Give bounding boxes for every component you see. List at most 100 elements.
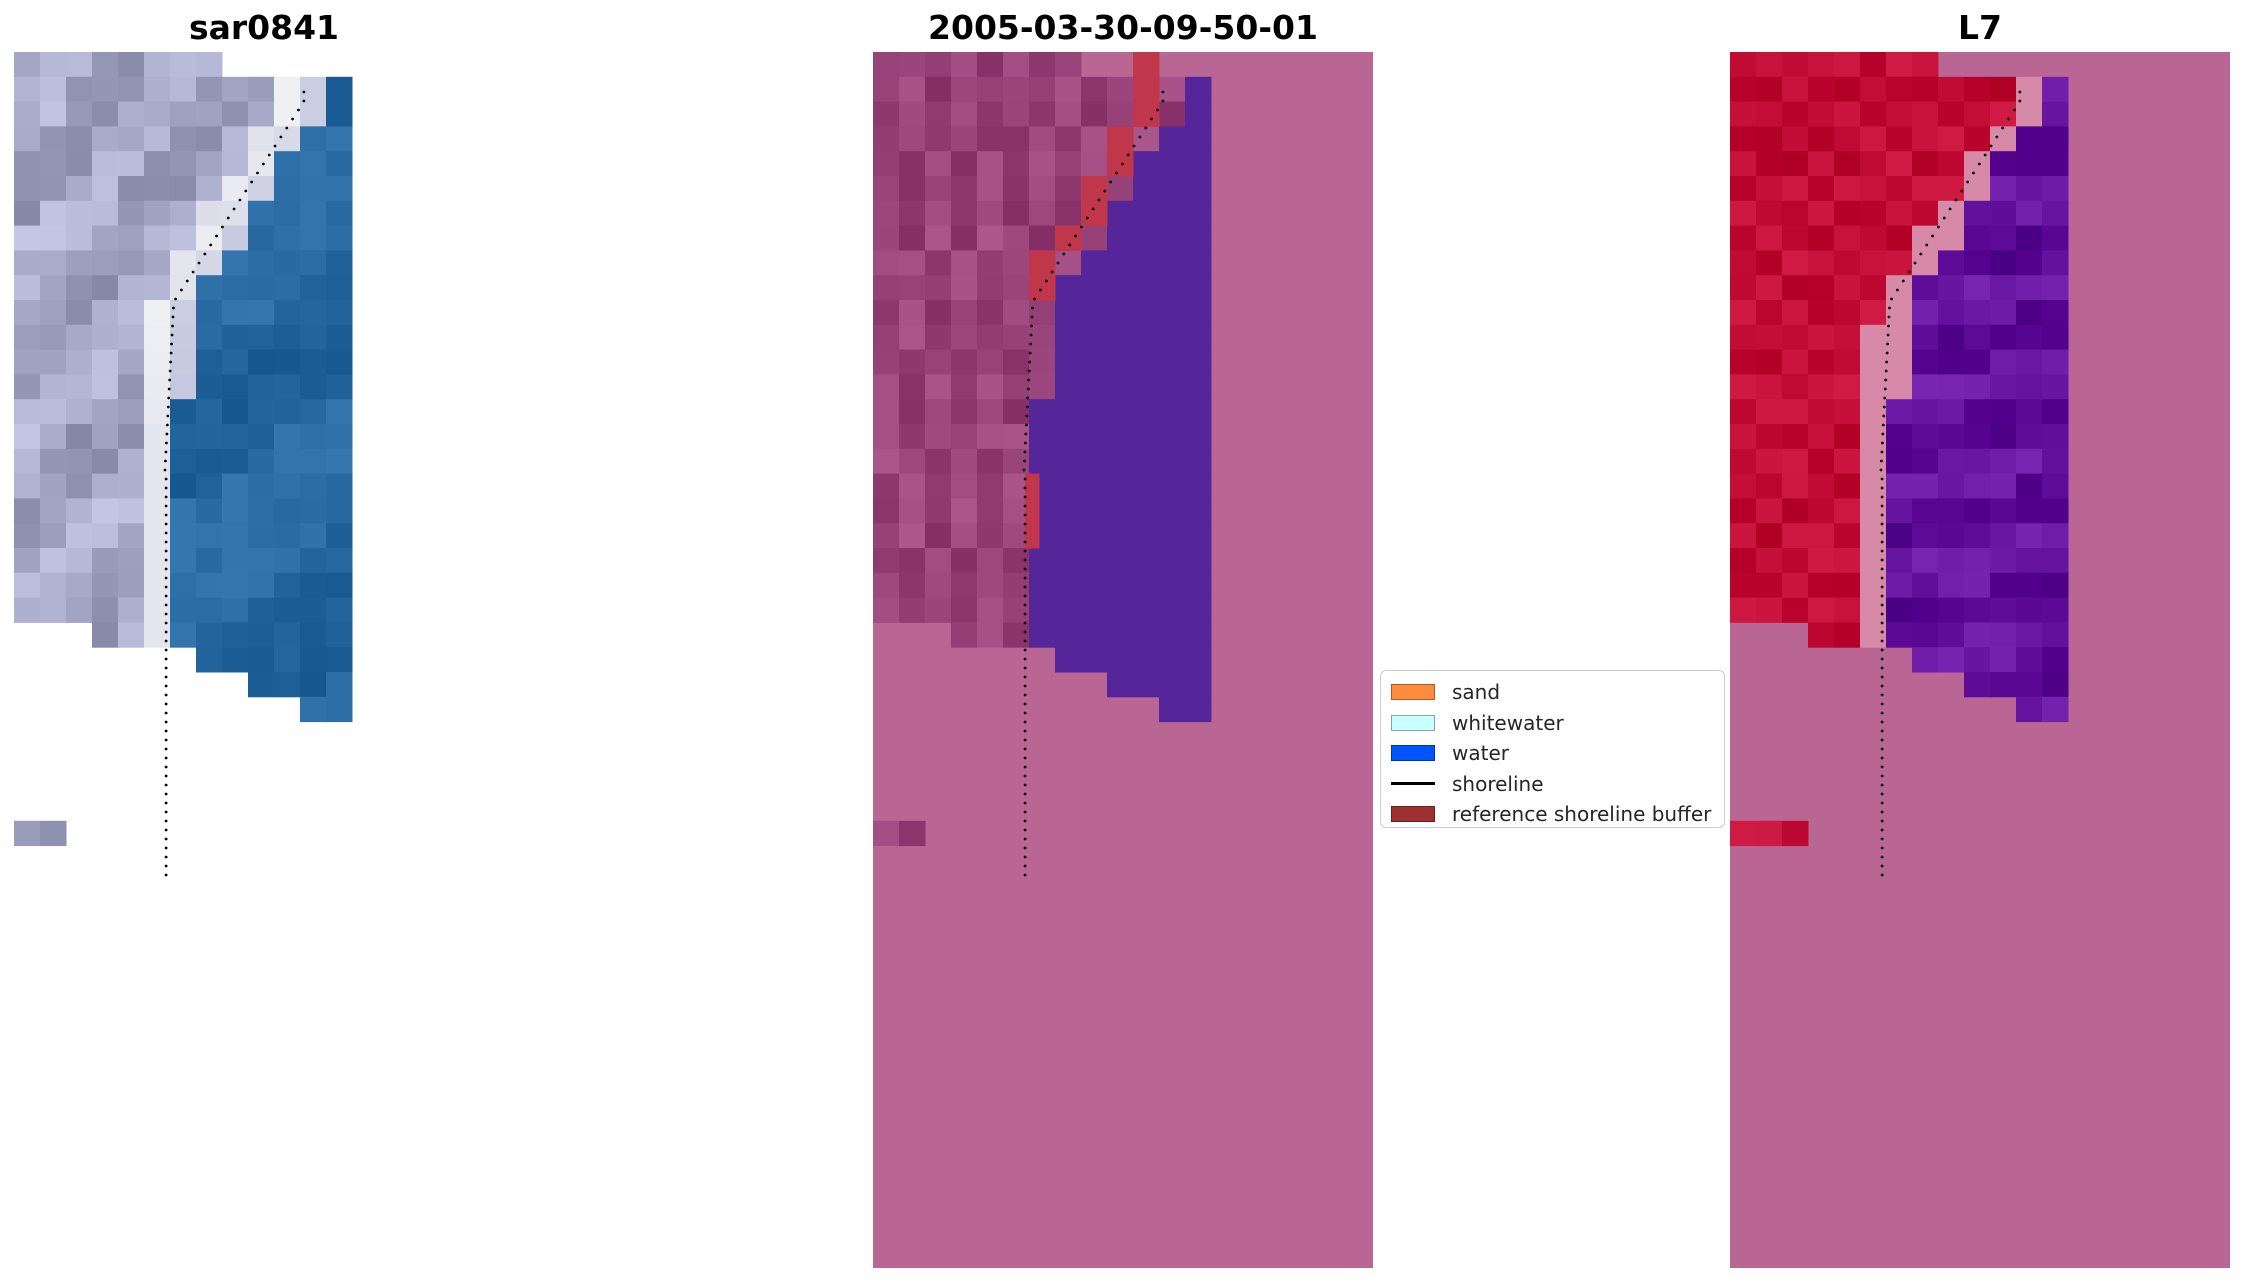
mndwi-pixel: [1860, 572, 1887, 599]
shoreline-point: [1880, 675, 1884, 679]
mndwi-pixel: [1782, 498, 1809, 524]
shoreline-point: [171, 324, 174, 328]
classified-pixel: [1133, 548, 1160, 574]
shoreline-point: [191, 270, 195, 274]
classified-pixel: [1055, 572, 1082, 599]
shoreline-point: [1887, 315, 1891, 319]
classified-pixel: [873, 448, 900, 475]
classified-pixel: [1107, 647, 1134, 673]
rgb-pixel: [14, 349, 41, 375]
shoreline-point: [1883, 396, 1887, 400]
mndwi-pixel: [1964, 548, 1991, 574]
rgb-pixel: [274, 672, 301, 698]
shoreline-point: [2013, 108, 2016, 112]
rgb-pixel: [14, 52, 41, 78]
rgb-pixel: [300, 324, 327, 351]
rgb-pixel: [300, 572, 327, 599]
rgb-pixel: [170, 300, 197, 326]
shoreline-point: [1880, 738, 1884, 742]
shoreline-point: [261, 162, 265, 166]
rgb-pixel: [66, 374, 93, 400]
rgb-pixel: [144, 572, 171, 599]
classified-pixel: [1107, 275, 1134, 301]
classified-pixel: [925, 52, 952, 78]
mndwi-pixel: [1912, 76, 1939, 103]
classified-pixel: [873, 250, 900, 276]
classified-pixel: [977, 176, 1004, 202]
rgb-pixel: [170, 597, 197, 623]
shoreline-point: [164, 459, 167, 463]
mndwi-pixel: [1886, 597, 1913, 623]
classified-pixel: [1107, 176, 1134, 202]
mndwi-pixel: [1782, 473, 1809, 499]
shoreline-point: [1023, 837, 1027, 841]
shoreline-point: [164, 810, 168, 814]
mndwi-pixel: [1730, 548, 1757, 574]
mndwi-pixel: [2016, 151, 2043, 177]
shoreline-point: [1023, 576, 1027, 580]
classified-pixel: [1185, 672, 1212, 698]
classified-pixel: [1081, 523, 1108, 549]
rgb-pixel: [326, 498, 353, 524]
mndwi-pixel: [1938, 151, 1965, 177]
mndwi-pixel: [1730, 424, 1757, 450]
mndwi-pixel: [1860, 250, 1887, 276]
rgb-pixel: [40, 52, 67, 78]
mndwi-pixel: [1834, 250, 1861, 276]
shoreline-point: [1880, 873, 1884, 877]
rgb-pixel: [248, 399, 275, 425]
classified-pixel: [899, 572, 926, 599]
shoreline-point: [165, 423, 169, 427]
mndwi-pixel: [1730, 200, 1757, 227]
rgb-pixel: [40, 597, 67, 623]
classified-pixel: [1055, 597, 1082, 623]
rgb-pixel: [40, 548, 67, 574]
rgb-pixel: [326, 151, 353, 177]
mndwi-pixel: [1834, 275, 1861, 301]
shoreline-point: [1023, 558, 1027, 562]
shoreline-point: [1880, 459, 1883, 463]
rgb-pixel: [196, 622, 223, 648]
rgb-pixel: [326, 523, 353, 549]
classified-pixel: [977, 126, 1004, 152]
buffer-pixel: [1025, 473, 1040, 499]
shoreline-point: [167, 387, 171, 391]
rgb-pixel: [248, 101, 275, 127]
rgb-pixel: [274, 448, 301, 475]
shoreline-point: [1880, 495, 1884, 499]
rgb-pixel: [66, 523, 93, 549]
rgb-pixel: [326, 349, 353, 375]
shoreline-point: [172, 306, 175, 310]
mndwi-pixel: [1886, 76, 1913, 103]
shoreline-point: [1023, 459, 1026, 463]
shoreline-point: [1880, 531, 1884, 535]
mndwi-pixel: [1912, 324, 1939, 351]
shoreline-point: [164, 720, 168, 724]
rgb-pixel: [222, 424, 249, 450]
rgb-pixel: [144, 101, 171, 127]
classified-pixel: [1185, 647, 1212, 673]
mndwi-pixel: [1990, 225, 2017, 251]
rgb-pixel: [40, 572, 67, 599]
rgb-pixel: [14, 424, 41, 450]
rgb-pixel: [326, 374, 353, 400]
mndwi-pixel: [1782, 597, 1809, 623]
classified-pixel: [1003, 250, 1030, 276]
shoreline-line-swatch: [1391, 782, 1435, 786]
shoreline-point: [1023, 702, 1027, 706]
shoreline-point: [164, 522, 168, 526]
mndwi-pixel: [1730, 349, 1757, 375]
classified-pixel: [899, 151, 926, 177]
mndwi-pixel: [2016, 349, 2043, 375]
classified-pixel: [873, 523, 900, 549]
shoreline-point: [1880, 810, 1884, 814]
rgb-pixel: [196, 597, 223, 623]
mndwi-pixel: [1756, 399, 1783, 425]
rgb-pixel: [300, 622, 327, 648]
classified-pixel: [1003, 424, 1030, 450]
classified-pixel: [1133, 126, 1160, 152]
rgb-pixel: [300, 76, 327, 103]
rgb-pixel: [92, 548, 119, 574]
shoreline-point: [1880, 828, 1884, 832]
rgb-pixel: [66, 101, 93, 127]
